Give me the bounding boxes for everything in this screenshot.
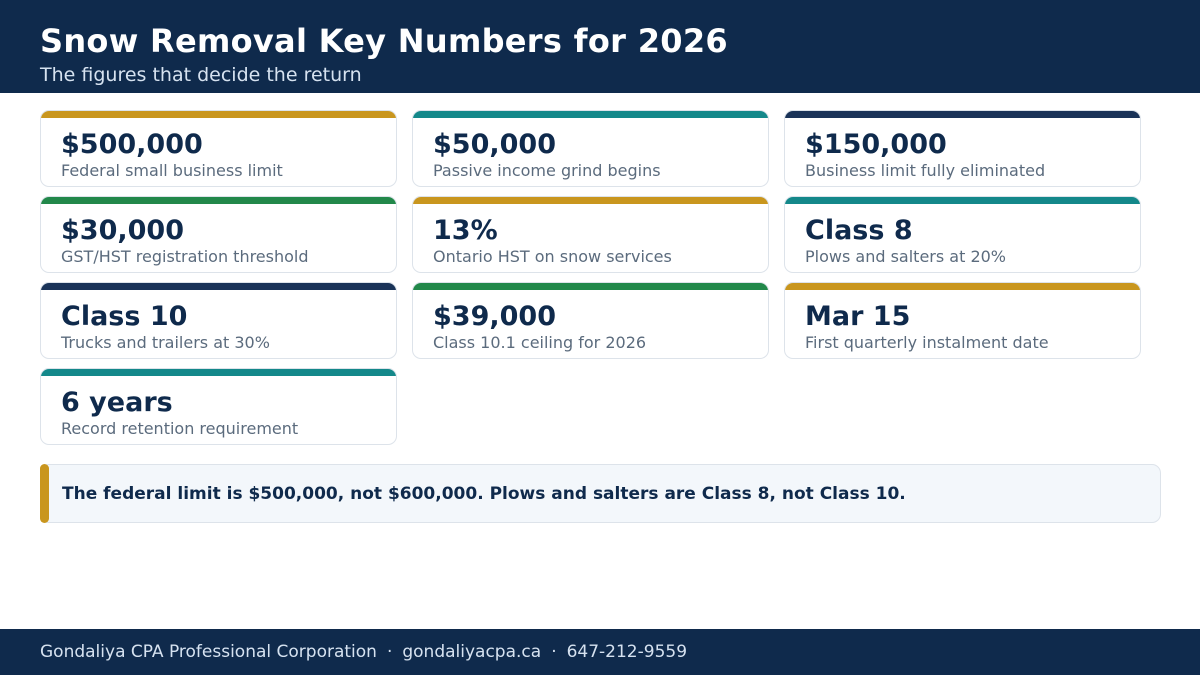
key-number-card: 13% Ontario HST on snow services: [412, 196, 769, 273]
footer-website-link[interactable]: gondaliyacpa.ca: [402, 642, 542, 662]
card-accent-bar: [41, 369, 396, 376]
footer-phone[interactable]: 647-212-9559: [566, 642, 688, 662]
card-label: Ontario HST on snow services: [433, 247, 672, 266]
card-value: Mar 15: [805, 301, 911, 332]
key-number-card: 6 years Record retention requirement: [40, 368, 397, 445]
card-label: Passive income grind begins: [433, 161, 661, 180]
footer-company: Gondaliya CPA Professional Corporation: [40, 642, 377, 662]
footer-separator: ·: [551, 642, 557, 662]
card-value: $500,000: [61, 129, 203, 160]
card-accent-bar: [41, 197, 396, 204]
key-number-card: Class 10 Trucks and trailers at 30%: [40, 282, 397, 359]
footer: Gondaliya CPA Professional Corporation · g…: [0, 629, 1200, 675]
card-value: $50,000: [433, 129, 556, 160]
card-value: $39,000: [433, 301, 556, 332]
card-label: GST/HST registration threshold: [61, 247, 309, 266]
card-value: 6 years: [61, 387, 173, 418]
card-label: Federal small business limit: [61, 161, 283, 180]
page-title: Snow Removal Key Numbers for 2026: [40, 22, 728, 60]
card-value: Class 10: [61, 301, 188, 332]
card-accent-bar: [413, 197, 768, 204]
key-number-card: $500,000 Federal small business limit: [40, 110, 397, 187]
card-label: Class 10.1 ceiling for 2026: [433, 333, 647, 352]
card-label: Trucks and trailers at 30%: [61, 333, 270, 352]
key-number-card: $150,000 Business limit fully eliminated: [784, 110, 1141, 187]
card-accent-bar: [785, 283, 1140, 290]
page-subtitle: The figures that decide the return: [40, 64, 362, 86]
callout-note: The federal limit is $500,000, not $600,…: [40, 464, 1161, 523]
key-number-card: $30,000 GST/HST registration threshold: [40, 196, 397, 273]
card-accent-bar: [785, 197, 1140, 204]
card-label: Business limit fully eliminated: [805, 161, 1046, 180]
card-accent-bar: [41, 283, 396, 290]
card-label: First quarterly instalment date: [805, 333, 1049, 352]
card-label: Plows and salters at 20%: [805, 247, 1007, 266]
card-label: Record retention requirement: [61, 419, 299, 438]
card-value: Class 8: [805, 215, 913, 246]
callout-text: The federal limit is $500,000, not $600,…: [62, 484, 906, 504]
footer-contact: Gondaliya CPA Professional Corporation · g…: [40, 641, 687, 663]
footer-separator: ·: [386, 642, 393, 662]
key-number-card: $39,000 Class 10.1 ceiling for 2026: [412, 282, 769, 359]
card-accent-bar: [785, 111, 1140, 118]
card-value: 13%: [433, 215, 498, 246]
card-accent-bar: [41, 111, 396, 118]
key-number-card: Class 8 Plows and salters at 20%: [784, 196, 1141, 273]
key-number-card: Mar 15 First quarterly instalment date: [784, 282, 1141, 359]
key-number-card: $50,000 Passive income grind begins: [412, 110, 769, 187]
header: Snow Removal Key Numbers for 2026 The fi…: [0, 0, 1200, 93]
card-accent-bar: [413, 111, 768, 118]
card-accent-bar: [413, 283, 768, 290]
card-value: $150,000: [805, 129, 947, 160]
callout-accent-bar: [40, 464, 49, 523]
card-value: $30,000: [61, 215, 184, 246]
